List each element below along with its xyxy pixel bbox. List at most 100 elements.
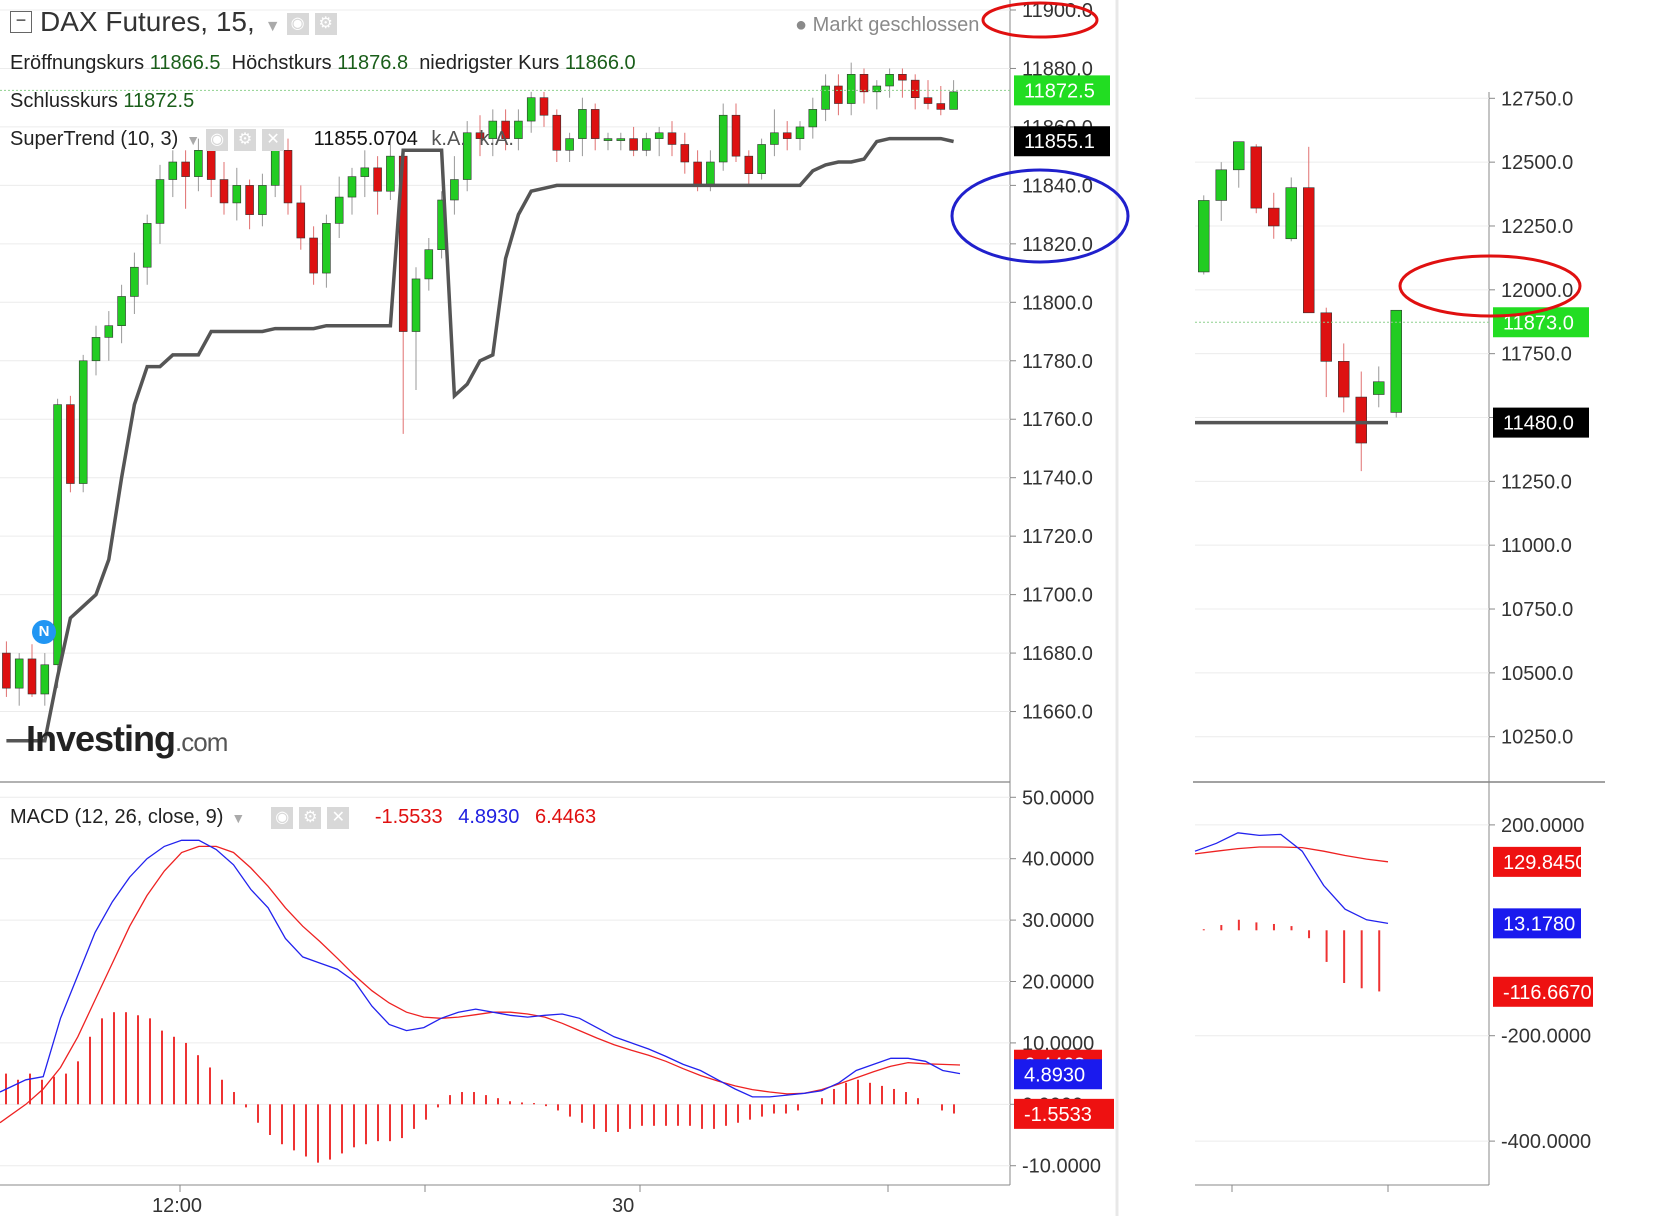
candle-body: [718, 114, 728, 163]
y-tick-label: 200.0000: [1501, 815, 1584, 837]
macd-signal-value: 6.4463: [534, 806, 597, 828]
candle-body: [629, 138, 638, 151]
candle-body: [565, 138, 574, 151]
macd-line-tag-bg: [1014, 1059, 1102, 1090]
macd-line-tag-bg: [1493, 908, 1581, 939]
y-tick-label: 12750.0: [1501, 88, 1573, 110]
macd-signal-line: [1194, 846, 1389, 863]
y-tick-label: 11800.0: [1022, 292, 1093, 314]
macd-hist-value: -1.5533: [374, 806, 443, 828]
macd-line-tag: 13.1780: [1503, 913, 1575, 935]
open-label: Eröffnungskurs: [10, 52, 145, 74]
collapse-icon[interactable]: −: [10, 10, 32, 33]
macd-signal-tag: 129.8450: [1503, 852, 1586, 874]
y-tick-label: 30.0000: [1022, 910, 1094, 932]
candle-body: [155, 179, 165, 224]
y-tick-label: -400.0000: [1501, 1131, 1591, 1153]
macd-hist-tag: -116.6670: [1503, 982, 1592, 1004]
y-tick-label: 11700.0: [1022, 585, 1093, 607]
candle-body: [949, 91, 958, 110]
candle-body: [1268, 207, 1280, 227]
chevron-down-icon[interactable]: ▼: [231, 810, 246, 826]
macd-label[interactable]: MACD (12, 26, close, 9): [10, 806, 224, 828]
candle-body: [232, 185, 242, 204]
supertrend-label[interactable]: SuperTrend (10, 3): [10, 128, 179, 150]
y-tick-label: 10750.0: [1501, 599, 1573, 621]
candle-body: [360, 167, 370, 177]
y-tick-label: 12500.0: [1501, 152, 1573, 174]
y-tick-label: 10500.0: [1501, 663, 1573, 685]
candle-body: [2, 652, 11, 689]
eye-icon[interactable]: ◉: [206, 128, 229, 151]
supertrend-tag: 11480.0: [1503, 413, 1574, 435]
candle-body: [309, 237, 318, 274]
y-tick-label: 11660.0: [1022, 702, 1093, 724]
candle-body: [1338, 361, 1350, 398]
close-icon[interactable]: ✕: [262, 128, 285, 151]
candle-body: [782, 132, 792, 139]
candle-body: [194, 150, 203, 177]
y-tick-label: 10.0000: [1022, 1033, 1094, 1055]
blue-annotation-ellipse: [950, 168, 1130, 264]
red-annotation-ellipse: [981, 1, 1099, 39]
y-tick-label: 40.0000: [1022, 849, 1094, 871]
candle-body: [731, 114, 741, 157]
candle-body: [770, 132, 779, 145]
candle-body: [1320, 312, 1332, 362]
close-icon[interactable]: ✕: [327, 806, 350, 829]
candle-body: [450, 179, 459, 201]
gear-icon[interactable]: ⚙: [234, 128, 257, 151]
high-value: 11876.8: [337, 52, 409, 74]
last-price-tag: 11873.0: [1503, 312, 1574, 334]
candle-body: [539, 97, 549, 116]
candle-body: [66, 404, 75, 484]
candle-body: [1303, 187, 1315, 314]
gear-icon[interactable]: ⚙: [314, 12, 337, 35]
candle-body: [501, 120, 510, 139]
y-tick-label: 11680.0: [1022, 643, 1093, 665]
candle-body: [590, 109, 600, 139]
candle-body: [181, 161, 190, 177]
candle-body: [258, 185, 267, 215]
candle-body: [130, 266, 139, 297]
candle-body: [1355, 396, 1367, 444]
candle-body: [322, 223, 331, 274]
candle-body: [1198, 200, 1210, 273]
candle-body: [475, 132, 485, 139]
y-tick-label: 11820.0: [1022, 234, 1093, 256]
gear-icon[interactable]: ⚙: [299, 806, 322, 829]
chevron-down-icon[interactable]: ▼: [186, 132, 201, 148]
y-tick-label: -200.0000: [1501, 1026, 1591, 1048]
news-marker[interactable]: N: [32, 620, 56, 644]
candle-body: [795, 126, 805, 139]
candle-body: [245, 185, 254, 215]
candle-body: [834, 85, 843, 104]
candle-body: [91, 337, 101, 362]
candle-body: [488, 120, 498, 139]
candle-body: [680, 144, 690, 163]
candle-body: [706, 161, 715, 186]
supertrend-line: [6, 136, 954, 743]
logo-main: Investing: [26, 718, 176, 759]
macd-line-value: 4.8930: [458, 806, 520, 828]
candle-body: [347, 176, 357, 198]
eye-icon[interactable]: ◉: [286, 12, 309, 35]
candle-body: [283, 150, 293, 204]
candle-body: [27, 658, 37, 695]
candle-body: [1285, 187, 1297, 240]
supertrend-na-1: k.A.: [431, 128, 466, 150]
candle-body: [40, 664, 50, 695]
candle-body: [693, 161, 702, 186]
supertrend-value: 11855.0704: [313, 128, 418, 150]
market-status: ● Markt geschlossen: [795, 14, 979, 37]
chevron-down-icon[interactable]: ▼: [264, 18, 281, 35]
x-tick-label: 30: [612, 1195, 634, 1216]
macd-legend: MACD (12, 26, close, 9) ▼ ◉ ⚙ ✕ -1.5533 4.89…: [10, 806, 596, 829]
candle-body: [411, 278, 421, 332]
eye-icon[interactable]: ◉: [271, 806, 294, 829]
candle-body: [526, 97, 536, 122]
supertrend-tag: 11855.1: [1024, 131, 1095, 153]
status-text: Markt geschlossen: [812, 14, 980, 36]
